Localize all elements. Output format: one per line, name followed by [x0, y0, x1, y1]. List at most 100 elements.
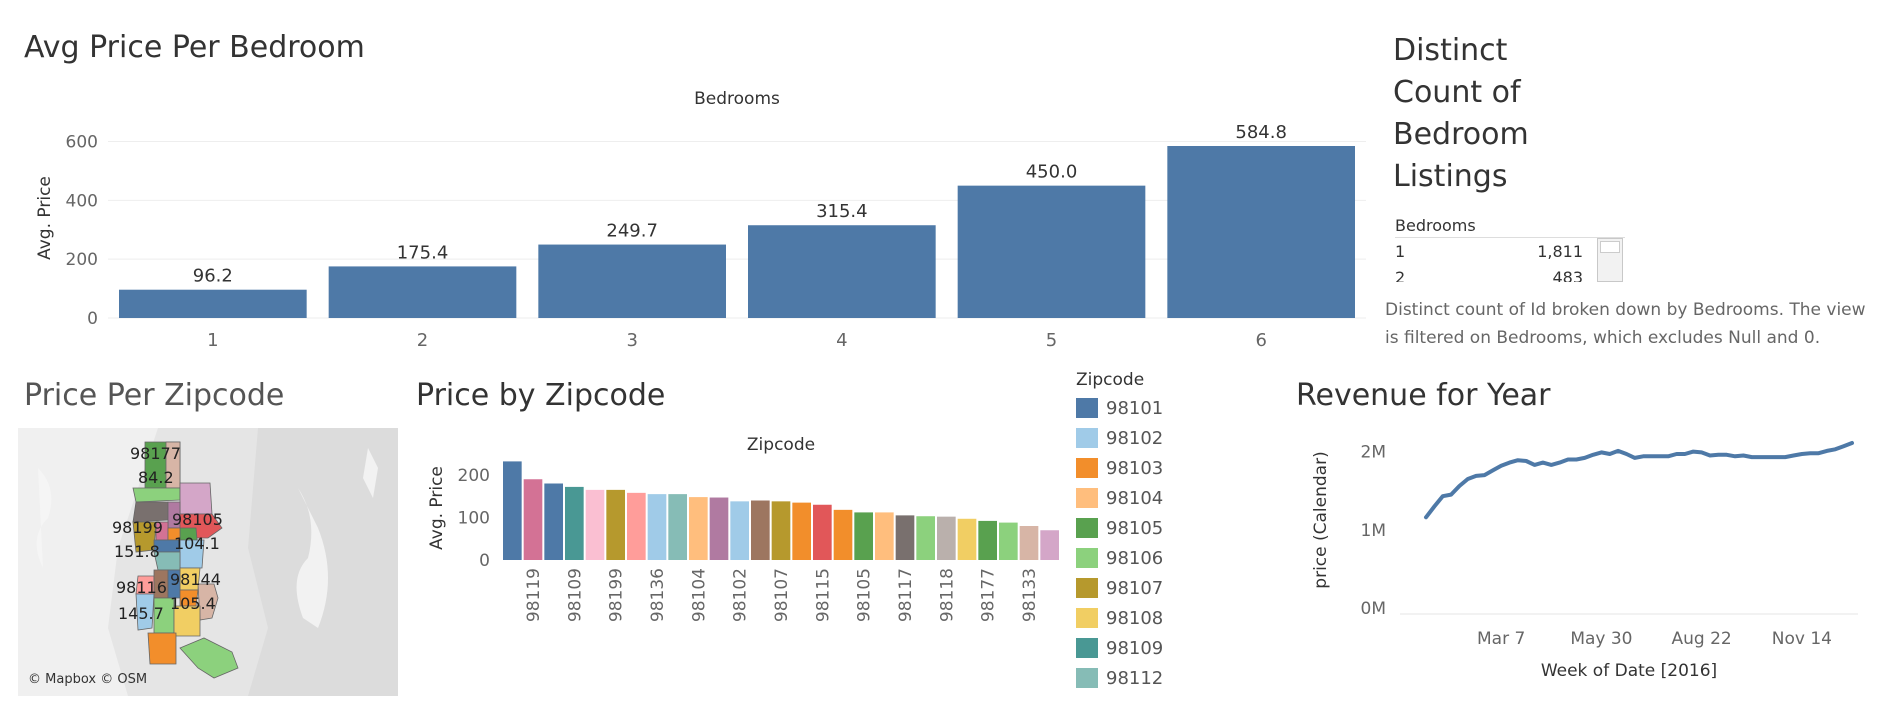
y-tick-label: 200	[66, 250, 98, 270]
map-label-zip: 98116	[116, 578, 167, 597]
chart-header-label: Bedrooms	[694, 89, 780, 109]
map-label-zip: 98199	[112, 518, 163, 537]
bar	[833, 509, 853, 560]
legend-label: 98103	[1106, 457, 1164, 479]
map-label-value: 151.8	[114, 542, 160, 561]
bar	[709, 497, 729, 560]
y-tick-label: 0M	[1361, 599, 1386, 619]
table-cell-count: 483	[1552, 267, 1583, 283]
legend-item[interactable]: 98104	[1076, 486, 1163, 510]
zipcode-map[interactable]: 98177 84.2 98199 151.8 98105 104.1 98116…	[18, 428, 398, 696]
y-tick-label: 0	[479, 551, 490, 571]
data-label: 315.4	[816, 201, 868, 222]
x-tick-label: 98109	[565, 568, 585, 622]
table-scrollbar[interactable]	[1597, 238, 1623, 282]
legend-item[interactable]: 98109	[1076, 636, 1163, 660]
x-tick-label: 98102	[731, 568, 751, 622]
bar	[895, 515, 915, 560]
bar	[119, 289, 307, 318]
scrollbar-thumb[interactable]	[1600, 241, 1620, 253]
x-tick-label: 98115	[813, 568, 833, 622]
legend-label: 98104	[1106, 487, 1164, 509]
table-cell-bedrooms: 2	[1395, 267, 1406, 283]
bar	[792, 502, 811, 560]
map-label-value: 104.1	[174, 534, 220, 553]
x-tick-label: 2	[417, 330, 428, 351]
data-label: 249.7	[606, 221, 658, 242]
y-axis-label: Avg. Price	[427, 466, 447, 550]
x-tick-label: 98117	[896, 568, 916, 622]
legend-label: 98107	[1106, 577, 1164, 599]
bar	[957, 518, 977, 560]
bar	[627, 492, 646, 560]
bar	[771, 501, 791, 560]
legend-swatch	[1076, 578, 1098, 598]
bar	[1040, 530, 1059, 560]
map-label-value: 105.4	[170, 594, 216, 613]
table-column-header: Bedrooms	[1395, 216, 1625, 238]
x-tick-label: 98107	[772, 568, 792, 622]
bar	[1167, 146, 1355, 318]
bar	[503, 461, 522, 560]
y-tick-label: 600	[66, 133, 98, 153]
x-tick-label: Aug 22	[1672, 629, 1732, 649]
legend-item[interactable]: 98103	[1076, 456, 1163, 480]
legend-label: 98112	[1106, 667, 1164, 689]
legend-label: 98109	[1106, 637, 1164, 659]
legend-item[interactable]: 98108	[1076, 606, 1163, 630]
bedroom-chart-title: Avg Price Per Bedroom	[24, 30, 365, 65]
legend-item[interactable]: 98112	[1076, 666, 1163, 690]
distinct-count-table[interactable]: Bedrooms 1 1,811 2 483	[1395, 216, 1625, 282]
y-tick-label: 2M	[1361, 443, 1386, 463]
distinct-count-title-line: Distinct	[1393, 33, 1508, 68]
bedroom-bar-chart[interactable]: Bedrooms Avg. Price 0 200 400 600 96.2 1 175.4 2 2…	[0, 78, 1380, 358]
x-tick-label: Mar 7	[1477, 629, 1525, 649]
legend-label: 98105	[1106, 517, 1164, 539]
legend-label: 98101	[1106, 397, 1164, 419]
revenue-line-chart[interactable]: price (Calendar) 0M 1M 2M Mar 7 May 30 Aug 22 N…	[1296, 428, 1876, 698]
bar	[748, 225, 936, 318]
revenue-chart-title: Revenue for Year	[1296, 378, 1551, 413]
y-tick-label: 1M	[1361, 521, 1386, 541]
x-tick-label: 3	[626, 330, 637, 351]
x-tick-label: 1	[207, 330, 218, 351]
zipcode-chart-title: Price by Zipcode	[416, 378, 666, 413]
bar	[1019, 526, 1039, 560]
distinct-count-title-line: Listings	[1393, 159, 1508, 194]
y-tick-label: 0	[87, 309, 98, 329]
legend-item[interactable]: 98101	[1076, 396, 1163, 420]
distinct-count-title-line: Count of	[1393, 75, 1521, 110]
bar	[328, 266, 517, 318]
bar	[999, 522, 1018, 560]
bar	[544, 483, 563, 560]
bar	[585, 489, 605, 560]
bar	[957, 185, 1146, 318]
table-row[interactable]: 1 1,811	[1395, 238, 1625, 264]
x-tick-label: May 30	[1570, 629, 1632, 649]
legend-swatch	[1076, 608, 1098, 628]
legend-item[interactable]: 98106	[1076, 546, 1163, 570]
zipcode-legend[interactable]: 98101 98102 98103 98104 98105 98106 98107 98108…	[1076, 396, 1196, 696]
x-tick-label: 98136	[648, 568, 668, 622]
legend-item[interactable]: 98105	[1076, 516, 1163, 540]
table-row[interactable]: 2 483	[1395, 264, 1625, 283]
map-label-value: 145.7	[118, 604, 164, 623]
x-tick-label: 98118	[937, 568, 957, 622]
table-cell-bedrooms: 1	[1395, 241, 1406, 261]
x-tick-label: 98105	[855, 568, 875, 622]
data-label: 584.8	[1235, 122, 1287, 143]
x-tick-label: 98119	[524, 568, 544, 622]
legend-swatch	[1076, 428, 1098, 448]
legend-item[interactable]: 98107	[1076, 576, 1163, 600]
map-attribution: © Mapbox © OSM	[28, 672, 148, 687]
bar	[875, 512, 894, 560]
zipcode-bar-chart[interactable]: Zipcode Avg. Price 0 100 200 98119 98109 98199 9…	[416, 428, 1076, 628]
legend-swatch	[1076, 518, 1098, 538]
bar	[565, 486, 584, 560]
legend-item[interactable]: 98102	[1076, 426, 1163, 450]
y-tick-label: 100	[458, 509, 490, 529]
legend-swatch	[1076, 668, 1098, 688]
bar	[523, 479, 543, 560]
y-axis-label: Avg. Price	[35, 176, 55, 260]
legend-label: 98108	[1106, 607, 1164, 629]
